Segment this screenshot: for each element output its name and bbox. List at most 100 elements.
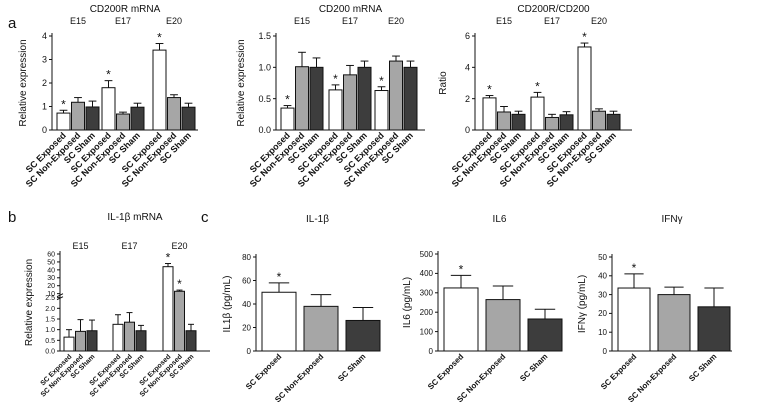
bar bbox=[85, 106, 100, 131]
significance-star: * bbox=[487, 83, 492, 97]
charts-layer: CD200R mRNA Relative expression 0 1 2 3 4 E15 * S… bbox=[18, 4, 732, 404]
chart-il1b_protein: IL-1β IL1β (pg/mL) 0 20 40 60 80 * SC Exposed SC … bbox=[222, 214, 381, 404]
y-axis-label: Relative expression bbox=[18, 39, 29, 126]
y-tick-label: 200 bbox=[420, 308, 434, 317]
y-axis-label: IL1β (pg/mL) bbox=[222, 276, 233, 333]
category-label: SC Sham bbox=[336, 352, 367, 383]
y-tick-label: 1.5 bbox=[45, 316, 55, 323]
y-tick-label: 0 bbox=[247, 347, 252, 356]
axis-break-mark bbox=[56, 293, 64, 298]
group-label: E17 bbox=[121, 241, 137, 251]
y-tick-label: 40 bbox=[242, 300, 251, 309]
y-tick-label: 50 bbox=[47, 259, 55, 266]
chart-title: IFNγ bbox=[661, 214, 682, 225]
y-tick-label: 2.0 bbox=[45, 306, 55, 313]
bar bbox=[167, 97, 181, 131]
bar bbox=[86, 330, 98, 352]
axis-break-mark bbox=[56, 296, 64, 301]
y-tick-label: 50 bbox=[598, 253, 607, 262]
bar bbox=[530, 96, 545, 131]
bar bbox=[511, 113, 526, 131]
chart-cd200: CD200 mRNA Relative expression 0.0 0.5 1.0 1.… bbox=[236, 4, 425, 189]
y-tick-label: 6 bbox=[465, 31, 470, 41]
y-tick-label: 1.0 bbox=[258, 62, 271, 72]
chart-ifng: IFNγ IFNγ (pg/mL) 0 10 20 30 40 50 * SC Exposed SC… bbox=[577, 214, 732, 404]
significance-star: * bbox=[177, 277, 182, 291]
y-tick-label: 0.5 bbox=[45, 338, 55, 345]
group-label: E15 bbox=[72, 241, 88, 251]
category-label: SC Exposed bbox=[244, 352, 283, 391]
category-label: SC Exposed bbox=[426, 352, 465, 391]
y-axis-label: IL6 (pg/mL) bbox=[402, 277, 413, 328]
y-tick-label: 4 bbox=[465, 62, 470, 72]
bar bbox=[295, 66, 309, 131]
y-tick-label: 20 bbox=[242, 323, 251, 332]
y-tick-label: 3 bbox=[42, 55, 47, 65]
y-tick-label: 0.0 bbox=[258, 125, 271, 135]
bar bbox=[303, 305, 339, 352]
y-tick-label: 2.5 bbox=[45, 295, 55, 302]
y-tick-label: 100 bbox=[420, 327, 434, 336]
y-tick-label: 10 bbox=[598, 328, 607, 337]
y-tick-label: 20 bbox=[47, 283, 55, 290]
group-label: E15 bbox=[294, 16, 310, 26]
group-label: E17 bbox=[544, 16, 560, 26]
group-label: E20 bbox=[171, 241, 187, 251]
bar bbox=[75, 330, 86, 352]
significance-star: * bbox=[535, 79, 540, 93]
group-label: E17 bbox=[342, 16, 358, 26]
chart-title: CD200 mRNA bbox=[319, 4, 383, 15]
y-tick-label: 0.0 bbox=[45, 348, 55, 355]
bar bbox=[592, 110, 606, 131]
bar bbox=[559, 114, 574, 131]
chart-il1b_mrna: IL-1β mRNA Relative expression 0.0 0.5 1.0 1.… bbox=[24, 212, 210, 399]
bar bbox=[527, 318, 563, 352]
y-tick-label: 1.0 bbox=[45, 327, 55, 334]
y-axis-label: Ratio bbox=[438, 71, 449, 95]
y-tick-label: 30 bbox=[598, 290, 607, 299]
group-label: E20 bbox=[166, 16, 182, 26]
bar bbox=[185, 330, 197, 352]
bar bbox=[343, 74, 357, 131]
group-label: E20 bbox=[388, 16, 404, 26]
category-label: SC Exposed bbox=[599, 352, 638, 391]
chart-title: IL-1β bbox=[306, 214, 329, 225]
bar bbox=[357, 66, 372, 131]
significance-star: * bbox=[285, 93, 290, 107]
significance-star: * bbox=[106, 68, 111, 82]
chart-title: CD200R mRNA bbox=[90, 4, 161, 15]
group-label: E17 bbox=[115, 16, 131, 26]
panel-label-a: a bbox=[8, 15, 17, 32]
bar bbox=[657, 294, 691, 352]
bar bbox=[485, 299, 521, 352]
bar bbox=[181, 106, 196, 131]
bar bbox=[309, 66, 324, 131]
group-label: E20 bbox=[591, 16, 607, 26]
y-axis-label: IFNγ (pg/mL) bbox=[577, 275, 588, 333]
panel-label-b: b bbox=[8, 209, 16, 226]
y-tick-label: 300 bbox=[420, 289, 434, 298]
y-tick-label: 0 bbox=[429, 347, 434, 356]
significance-star: * bbox=[632, 261, 637, 275]
bar bbox=[280, 107, 295, 131]
significance-star: * bbox=[166, 251, 171, 265]
significance-star: * bbox=[459, 262, 464, 276]
bar bbox=[124, 321, 135, 352]
group-label: E15 bbox=[70, 16, 86, 26]
y-tick-label: 30 bbox=[47, 275, 55, 282]
y-tick-label: 10 bbox=[47, 291, 55, 298]
category-label: SC Sham bbox=[687, 352, 718, 383]
bar bbox=[162, 266, 174, 352]
y-tick-label: 20 bbox=[598, 309, 607, 318]
y-axis-label: Relative expression bbox=[24, 259, 35, 346]
category-label: SC Sham bbox=[518, 352, 549, 383]
bar bbox=[130, 106, 145, 131]
bar bbox=[443, 287, 479, 352]
bar bbox=[345, 319, 381, 352]
chart-title: IL6 bbox=[493, 214, 507, 225]
significance-star: * bbox=[379, 74, 384, 88]
y-tick-label: 0 bbox=[42, 125, 47, 135]
y-tick-label: 1.5 bbox=[258, 31, 271, 41]
